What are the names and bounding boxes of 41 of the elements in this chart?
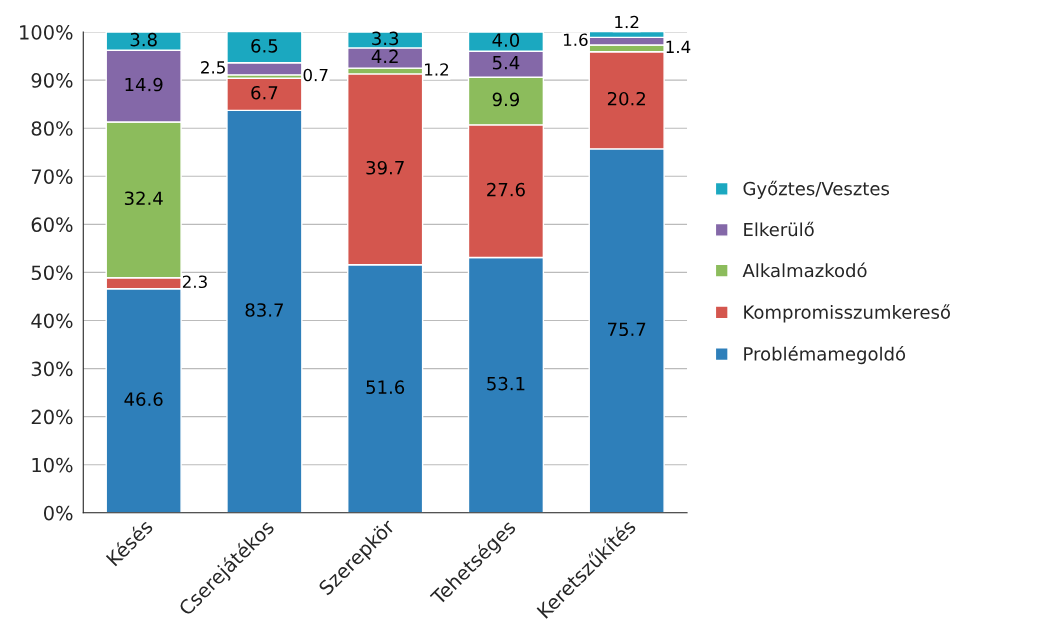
- data-label: 1.2: [425, 63, 449, 76]
- data-label: 14.9: [125, 77, 163, 92]
- y-tick-label: 60%: [31, 217, 73, 233]
- data-label: 9.9: [492, 92, 520, 107]
- data-label: 75.7: [608, 322, 646, 337]
- y-tick-label: 10%: [32, 457, 73, 473]
- data-label: 4.0: [492, 33, 520, 47]
- legend-label: Alkalmazkodó: [742, 262, 867, 278]
- data-label: 46.6: [124, 392, 163, 407]
- data-label: 6.5: [251, 39, 278, 53]
- data-label: 3.3: [372, 31, 399, 46]
- data-label: 39.7: [366, 160, 404, 175]
- data-label: 51.6: [366, 380, 405, 395]
- data-label: 2.5: [201, 61, 225, 74]
- data-label: 2.3: [182, 275, 207, 289]
- data-label: 27.6: [487, 182, 525, 197]
- y-tick-label: 30%: [31, 361, 73, 377]
- y-tick-label: 40%: [31, 313, 73, 329]
- data-label: 83.7: [245, 303, 283, 317]
- data-label: 1.6: [563, 33, 588, 47]
- y-tick-label: 90%: [31, 73, 73, 88]
- legend-label: Problémamegoldó: [744, 345, 906, 365]
- legend-label: Kompromisszumkereső: [744, 304, 950, 323]
- y-tick-label: 100%: [20, 25, 73, 40]
- data-label: 5.4: [492, 56, 520, 70]
- data-label: 3.8: [130, 32, 157, 47]
- data-label: 4.2: [371, 49, 398, 63]
- y-tick-label: 70%: [31, 169, 73, 184]
- y-tick-label: 80%: [31, 121, 73, 136]
- y-tick-label: 50%: [31, 265, 73, 281]
- data-label: 32.4: [124, 191, 163, 206]
- y-tick-label: 0%: [43, 505, 73, 521]
- data-label: 1.4: [666, 40, 691, 53]
- data-label: 0.7: [303, 68, 328, 82]
- data-label: 6.7: [251, 85, 278, 100]
- data-label: 53.1: [487, 376, 525, 391]
- y-tick-label: 20%: [31, 409, 73, 425]
- legend-label: Győztes/Vesztes: [743, 180, 890, 199]
- data-label: 20.2: [607, 91, 645, 106]
- data-label: 1.2: [615, 15, 639, 29]
- legend-label: Elkerülő: [744, 221, 814, 237]
